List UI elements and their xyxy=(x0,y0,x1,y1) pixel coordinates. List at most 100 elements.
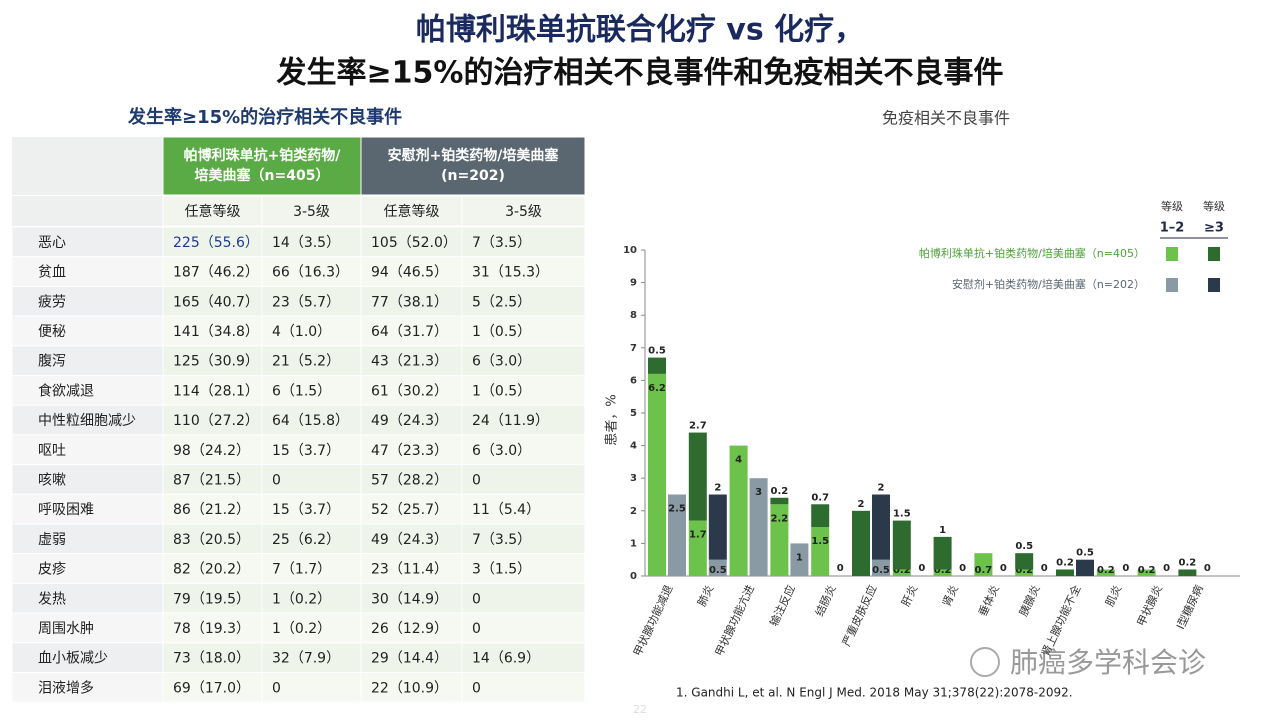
table-cell xyxy=(261,612,362,644)
y-tick-label: 0 xyxy=(630,571,637,582)
table-text: 14（3.5） xyxy=(272,235,340,251)
table-text: 虚弱 xyxy=(38,532,66,548)
bar-segment xyxy=(872,494,890,560)
y-tick-label: 4 xyxy=(630,441,637,452)
table-text: 中性粒细胞减少 xyxy=(38,413,136,429)
table-text: 6（3.0） xyxy=(472,354,531,370)
x-tick-label: 甲状腺功能亢进 xyxy=(712,583,757,659)
legend-header: 等级 xyxy=(1203,199,1225,213)
table-text: 29（14.4） xyxy=(371,651,448,667)
table-text: 73（18.0） xyxy=(173,651,250,667)
data-label: 3 xyxy=(755,487,762,498)
data-label: 0.5 xyxy=(648,346,666,357)
data-label: 0 xyxy=(1204,563,1211,574)
data-label: 2.2 xyxy=(771,513,789,524)
table-text: 49（24.3） xyxy=(371,532,448,548)
x-tick-label: 严重皮肤反应 xyxy=(839,583,880,649)
table-cell xyxy=(360,672,463,703)
table-text: 食欲减退 xyxy=(38,382,94,399)
header-cell xyxy=(162,136,362,196)
table-cell xyxy=(461,553,586,584)
bar-segment xyxy=(1096,569,1115,576)
table-cell xyxy=(261,315,362,347)
table-text: 0 xyxy=(272,472,281,488)
footnote: 1. Gandhi L, et al. N Engl J Med. 2018 M… xyxy=(676,686,1073,700)
table-text: 110（27.2） xyxy=(173,413,259,429)
subheader-text: 3-5级 xyxy=(293,204,330,220)
table-text: 0 xyxy=(472,680,481,696)
subheader-text: 任意等级 xyxy=(185,203,241,220)
page-number: 22 xyxy=(633,703,647,716)
x-tick-label: 肾炎 xyxy=(940,583,961,608)
table-text: 78（19.3） xyxy=(173,621,250,637)
data-label: 0.7 xyxy=(975,565,993,576)
table-cell xyxy=(461,493,586,525)
table-text: 咳嗽 xyxy=(38,472,66,488)
data-label: 0 xyxy=(1122,563,1129,574)
table-cell xyxy=(461,345,586,376)
table-text: 187（46.2） xyxy=(173,265,259,281)
y-tick-label: 10 xyxy=(623,245,637,256)
table-text: 疲劳 xyxy=(38,293,66,310)
table-header-bg xyxy=(12,137,163,195)
table-cell xyxy=(360,523,463,555)
table-text: 14（6.9） xyxy=(472,651,540,667)
table-cell xyxy=(261,493,362,525)
table-text: 87（21.5） xyxy=(173,472,250,488)
table-text: 5（2.5） xyxy=(472,294,531,310)
data-label: 0.2 xyxy=(934,565,952,576)
table-cell xyxy=(360,434,463,466)
data-label: 2.7 xyxy=(689,421,707,432)
table-cell xyxy=(162,315,263,347)
table-cell xyxy=(461,612,586,644)
table-text: 便秘 xyxy=(38,324,66,340)
table-cell xyxy=(261,285,362,317)
table-cell xyxy=(461,315,586,347)
table-cell xyxy=(162,345,263,376)
table-text: 0 xyxy=(272,680,281,696)
table-text: 1（0.5） xyxy=(472,383,531,399)
table-cell xyxy=(11,315,164,347)
header-text: 帕博利珠单抗+铂类药物/ xyxy=(184,147,342,164)
table-text: 25（6.2） xyxy=(272,532,340,548)
x-tick-label: 肺炎 xyxy=(695,583,716,608)
bar-segment xyxy=(811,527,830,576)
subheader-text: 任意等级 xyxy=(384,203,440,220)
legend-label: 帕博利珠单抗+铂类药物/培美曲塞（n=405） xyxy=(919,246,1145,260)
table-cell xyxy=(360,553,463,584)
legend-header: 等级 xyxy=(1161,199,1183,213)
data-label: 0 xyxy=(1163,563,1170,574)
y-tick-label: 8 xyxy=(630,310,637,321)
table-text: 腹泻 xyxy=(38,353,66,370)
table-cell xyxy=(11,582,164,614)
table-text: 32（7.9） xyxy=(272,651,340,667)
bar-segment xyxy=(648,357,666,374)
y-tick-label: 2 xyxy=(630,506,637,517)
data-label: 1.5 xyxy=(811,536,829,547)
data-label: 0.5 xyxy=(872,565,890,576)
bar-segment xyxy=(892,520,911,570)
table-cell xyxy=(360,464,463,495)
header-cell xyxy=(360,136,586,196)
table-text: 125（30.9） xyxy=(173,354,259,370)
bar-segment xyxy=(749,478,768,576)
chart-title: 免疫相关不良事件 xyxy=(882,109,1010,128)
data-label: 1 xyxy=(939,525,946,536)
table-text: 7（3.5） xyxy=(472,532,531,548)
table-text: 141（34.8） xyxy=(173,324,259,340)
table-cell xyxy=(11,493,164,525)
table-cell xyxy=(162,404,263,436)
bar-segment xyxy=(1076,559,1094,576)
bar-segment xyxy=(770,497,789,505)
table-cell xyxy=(261,523,362,555)
table-text: 6（3.0） xyxy=(472,443,531,459)
table-text: 1（0.2） xyxy=(272,621,331,637)
table-cell xyxy=(261,464,362,495)
table-cell xyxy=(461,582,586,614)
table-text: 贫血 xyxy=(38,265,66,281)
legend-swatch xyxy=(1166,278,1178,292)
bar-segment xyxy=(892,569,911,576)
table-text: 165（40.7） xyxy=(173,294,259,310)
table-text: 15（3.7） xyxy=(272,443,340,459)
table-cell xyxy=(261,404,362,436)
